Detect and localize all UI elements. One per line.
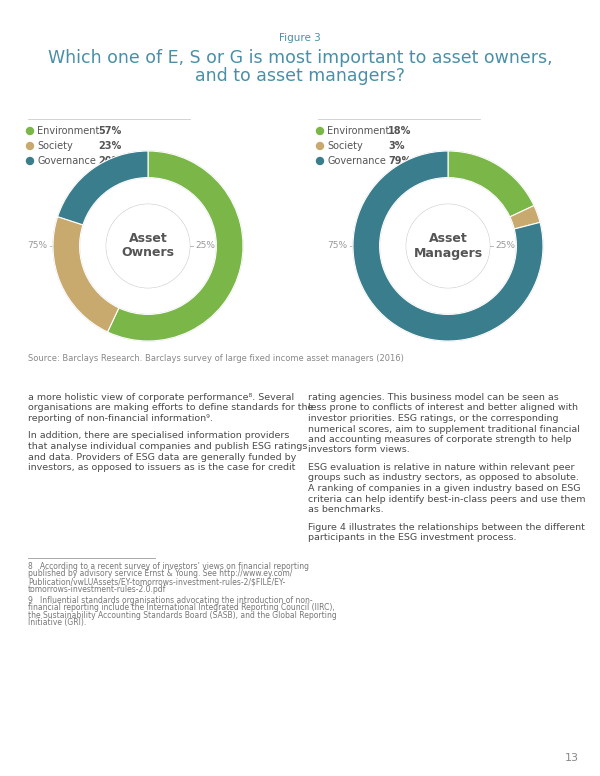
- Wedge shape: [353, 151, 543, 341]
- Circle shape: [26, 143, 34, 150]
- Text: investors form views.: investors form views.: [308, 445, 410, 455]
- Circle shape: [26, 158, 34, 165]
- Text: and data. Providers of ESG data are generally funded by: and data. Providers of ESG data are gene…: [28, 452, 296, 462]
- Circle shape: [317, 158, 323, 165]
- Wedge shape: [58, 151, 148, 225]
- Text: 57%: 57%: [98, 126, 121, 136]
- Text: as benchmarks.: as benchmarks.: [308, 505, 383, 514]
- Text: groups such as industry sectors, as opposed to absolute.: groups such as industry sectors, as oppo…: [308, 473, 579, 483]
- Text: Managers: Managers: [413, 247, 482, 259]
- Text: Governance: Governance: [327, 156, 386, 166]
- Text: 50%: 50%: [138, 320, 158, 328]
- Text: Asset: Asset: [428, 233, 467, 245]
- Text: 50%: 50%: [438, 320, 458, 328]
- Text: Publication/vwLUAssets/EY-tomorrows-investment-rules-2/$FILE/EY-: Publication/vwLUAssets/EY-tomorrows-inve…: [28, 577, 286, 586]
- Circle shape: [106, 204, 190, 288]
- Text: numerical scores, aim to supplement traditional financial: numerical scores, aim to supplement trad…: [308, 424, 580, 434]
- Circle shape: [106, 204, 190, 288]
- Text: 8   According to a recent survey of investors’ views on financial reporting: 8 According to a recent survey of invest…: [28, 562, 309, 571]
- Wedge shape: [510, 206, 540, 229]
- Circle shape: [317, 127, 323, 134]
- Text: 25%: 25%: [496, 241, 516, 251]
- Text: Environment: Environment: [37, 126, 100, 136]
- Text: less prone to conflicts of interest and better aligned with: less prone to conflicts of interest and …: [308, 404, 578, 413]
- Text: rating agencies. This business model can be seen as: rating agencies. This business model can…: [308, 393, 559, 402]
- Text: Society: Society: [37, 141, 73, 151]
- Text: Governance: Governance: [37, 156, 96, 166]
- Text: 13: 13: [565, 753, 579, 763]
- Text: In addition, there are specialised information providers: In addition, there are specialised infor…: [28, 431, 289, 441]
- Text: tomorrows-investment-rules-2.0.pdf: tomorrows-investment-rules-2.0.pdf: [28, 584, 166, 594]
- Text: criteria can help identify best-in-class peers and use them: criteria can help identify best-in-class…: [308, 494, 586, 504]
- Text: Figure 3: Figure 3: [279, 33, 321, 43]
- Circle shape: [80, 178, 217, 314]
- Text: Source: Barclays Research. Barclays survey of large fixed income asset managers : Source: Barclays Research. Barclays surv…: [28, 354, 404, 363]
- Text: Asset: Asset: [128, 233, 167, 245]
- Circle shape: [317, 143, 323, 150]
- Wedge shape: [107, 151, 243, 341]
- Text: 20%: 20%: [98, 156, 121, 166]
- Text: financial reporting include the International Integrated Reporting Council (IIRC: financial reporting include the Internat…: [28, 604, 335, 612]
- Text: A ranking of companies in a given industry based on ESG: A ranking of companies in a given indust…: [308, 484, 581, 493]
- Text: investor priorities. ESG ratings, or the corresponding: investor priorities. ESG ratings, or the…: [308, 414, 559, 423]
- Text: the Sustainability Accounting Standards Board (SASB), and the Global Reporting: the Sustainability Accounting Standards …: [28, 611, 337, 620]
- Text: investors, as opposed to issuers as is the case for credit: investors, as opposed to issuers as is t…: [28, 463, 295, 472]
- Circle shape: [406, 204, 490, 288]
- Text: 25%: 25%: [196, 241, 216, 251]
- Text: 75%: 75%: [27, 241, 47, 251]
- Text: that analyse individual companies and publish ESG ratings: that analyse individual companies and pu…: [28, 442, 307, 451]
- Text: 79%: 79%: [388, 156, 411, 166]
- Text: Which one of E, S or G is most important to asset owners,: Which one of E, S or G is most important…: [47, 49, 553, 67]
- Text: and to asset managers?: and to asset managers?: [195, 67, 405, 85]
- Text: 9   Influential standards organisations advocating the introduction of non-: 9 Influential standards organisations ad…: [28, 596, 313, 605]
- Text: participants in the ESG investment process.: participants in the ESG investment proce…: [308, 533, 517, 542]
- Text: and accounting measures of corporate strength to help: and accounting measures of corporate str…: [308, 435, 571, 444]
- Text: ESG evaluation is relative in nature within relevant peer: ESG evaluation is relative in nature wit…: [308, 463, 575, 472]
- Text: a more holistic view of corporate performance⁸. Several: a more holistic view of corporate perfor…: [28, 393, 294, 402]
- Text: 75%: 75%: [327, 241, 347, 251]
- Circle shape: [353, 151, 543, 341]
- Text: Society: Society: [327, 141, 363, 151]
- Wedge shape: [448, 151, 534, 217]
- Circle shape: [380, 178, 517, 314]
- Text: Environment: Environment: [327, 126, 389, 136]
- Text: Owners: Owners: [121, 247, 175, 259]
- Wedge shape: [53, 217, 119, 332]
- Circle shape: [406, 204, 490, 288]
- Text: reporting of non-financial information⁹.: reporting of non-financial information⁹.: [28, 414, 213, 423]
- Text: Figure 4 illustrates the relationships between the different: Figure 4 illustrates the relationships b…: [308, 522, 585, 532]
- Circle shape: [53, 151, 243, 341]
- Text: published by advisory service Ernst & Young. See http://www.ey.com/: published by advisory service Ernst & Yo…: [28, 570, 292, 578]
- Text: Initiative (GRI).: Initiative (GRI).: [28, 618, 86, 628]
- Text: 3%: 3%: [388, 141, 404, 151]
- Text: 18%: 18%: [388, 126, 412, 136]
- Text: organisations are making efforts to define standards for the: organisations are making efforts to defi…: [28, 404, 313, 413]
- Circle shape: [26, 127, 34, 134]
- Text: 23%: 23%: [98, 141, 121, 151]
